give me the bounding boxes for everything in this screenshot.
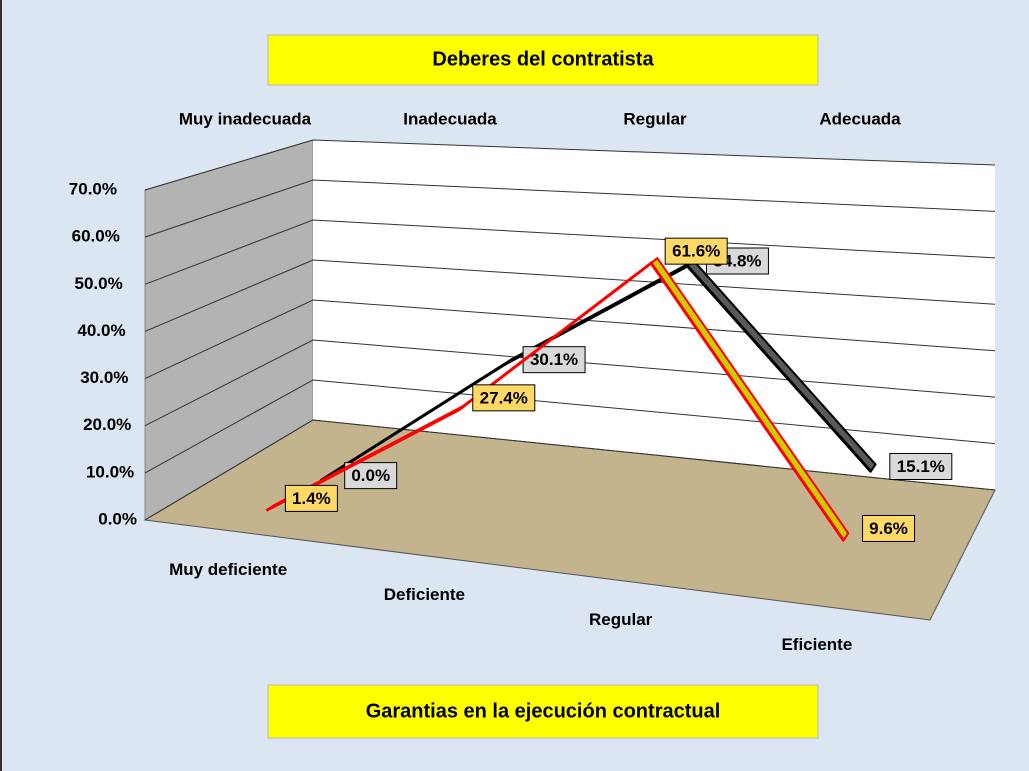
y-tick-label: 40.0% — [77, 321, 125, 340]
x-tick-label: Deficiente — [384, 585, 465, 604]
value-label-box — [664, 237, 728, 265]
series-title: Deberes del contratista — [432, 48, 654, 70]
y-tick-label: 60.0% — [72, 227, 120, 246]
x-tick-label: Regular — [623, 109, 687, 128]
line — [319, 264, 872, 482]
x-tick-label: Muy deficiente — [169, 560, 287, 579]
value-label: 27.4% — [472, 384, 536, 412]
value-label-text: 61.6% — [672, 242, 720, 261]
value-label: 30.1% — [522, 346, 586, 374]
grid-line — [144, 139, 996, 191]
value-label: 15.1% — [889, 453, 953, 481]
grid-line — [144, 179, 996, 238]
value-label: 0.0% — [344, 462, 398, 490]
value-label-text: 27.4% — [480, 388, 528, 407]
value-label-text: 0.0% — [351, 466, 390, 485]
value-label-box — [862, 514, 916, 542]
series-title: Garantias en la ejecución contractual — [366, 700, 721, 722]
grid-line — [144, 259, 996, 332]
y-tick-label: 20.0% — [83, 415, 131, 434]
y-tick-label: 50.0% — [75, 274, 123, 293]
value-label: 1.4% — [284, 484, 338, 512]
x-tick-label: Adecuada — [819, 109, 901, 128]
x-tick-label: Inadecuada — [403, 109, 497, 128]
value-label-text: 30.1% — [530, 350, 578, 369]
value-label: 61.6% — [664, 237, 728, 265]
grid-line — [144, 299, 996, 380]
grid-line — [144, 419, 996, 521]
x-tick-label: Eficiente — [781, 635, 852, 654]
y-tick-label: 10.0% — [86, 462, 134, 481]
value-label-box — [522, 346, 586, 374]
value-label-text: 15.1% — [897, 457, 945, 476]
value-label-box — [284, 484, 338, 512]
line — [265, 260, 845, 542]
series-title-box — [267, 684, 819, 739]
x-tick-label: Regular — [589, 610, 653, 629]
series-title-box — [267, 34, 819, 86]
value-label-box — [472, 384, 536, 412]
grid-line — [144, 339, 996, 427]
y-tick-label: 0.0% — [98, 509, 137, 528]
y-tick-label: 70.0% — [69, 179, 117, 198]
value-label-box — [344, 462, 398, 490]
value-label-text: 9.6% — [869, 519, 908, 538]
grid-line — [144, 219, 996, 285]
value-label: 9.6% — [862, 514, 916, 542]
value-label-text: 1.4% — [292, 489, 331, 508]
plot: 0.0% 10.0% 20.0% 30.0% 40.0% 50.0% 60.0% 70.0% M… — [69, 109, 996, 654]
x-tick-label: Muy inadecuada — [179, 109, 312, 128]
value-label-box — [889, 453, 953, 481]
y-tick-label: 30.0% — [80, 368, 128, 387]
